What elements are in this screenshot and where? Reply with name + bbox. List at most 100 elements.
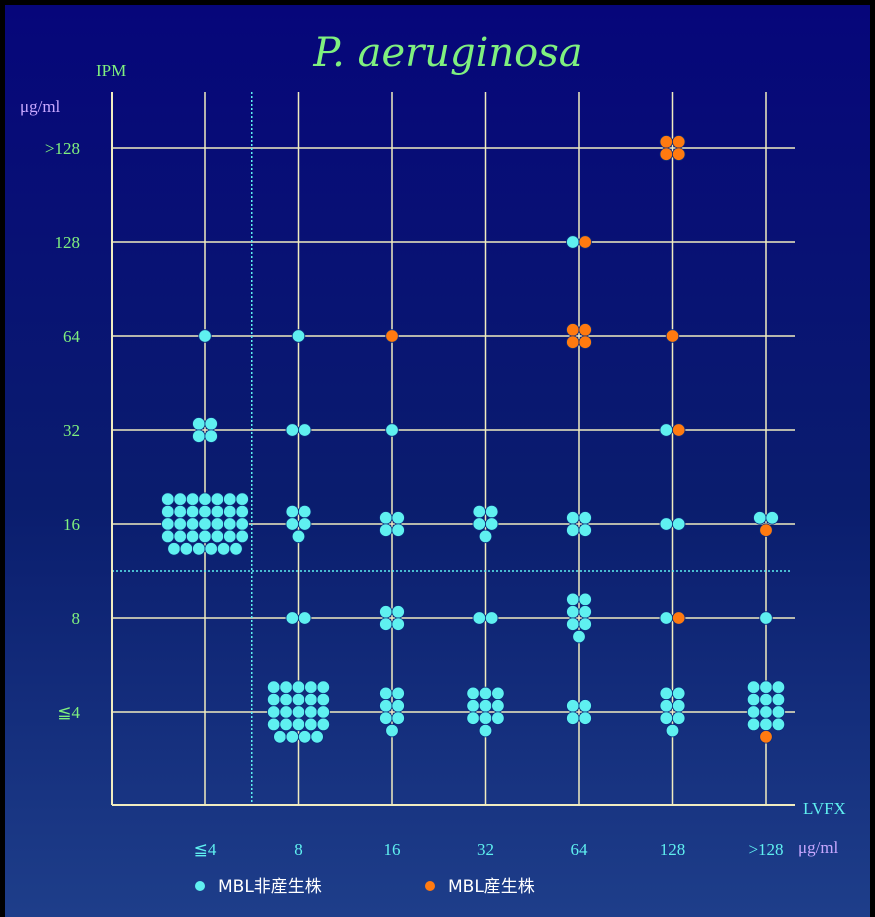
non-producer-point xyxy=(578,592,592,607)
non-producer-point xyxy=(566,592,580,607)
non-producer-point xyxy=(771,692,786,707)
non-producer-point xyxy=(298,504,312,519)
producer-point xyxy=(385,329,399,343)
non-producer-point xyxy=(659,423,674,437)
non-producer-point xyxy=(279,680,293,694)
legend-label-non-producer: MBL非産生株 xyxy=(218,877,322,897)
non-producer-point xyxy=(204,542,218,556)
non-producer-point xyxy=(291,680,306,694)
non-producer-point xyxy=(192,542,206,556)
non-producer-point xyxy=(285,730,300,744)
non-producer-point xyxy=(304,705,318,719)
non-producer-point xyxy=(485,611,499,625)
non-producer-point xyxy=(566,605,580,619)
non-producer-point xyxy=(279,692,293,707)
non-producer-point xyxy=(173,504,187,519)
non-producer-point xyxy=(659,686,674,701)
y-tick-label: 128 xyxy=(55,233,81,252)
non-producer-point xyxy=(391,523,405,537)
producer-point xyxy=(578,235,592,249)
non-producer-point xyxy=(478,529,493,544)
non-producer-point xyxy=(316,680,331,694)
producer-point xyxy=(659,147,674,161)
non-producer-point xyxy=(478,686,493,701)
non-producer-point xyxy=(771,705,786,719)
y-axis-title: IPM xyxy=(96,61,126,80)
non-producer-point xyxy=(235,492,249,506)
non-producer-point xyxy=(223,517,237,531)
non-producer-point xyxy=(173,492,187,506)
non-producer-point xyxy=(223,492,237,506)
non-producer-point xyxy=(391,605,405,619)
producer-point xyxy=(665,329,680,343)
non-producer-point xyxy=(316,705,331,719)
producer-point xyxy=(759,730,773,744)
non-producer-point xyxy=(746,680,761,694)
non-producer-point xyxy=(304,680,318,694)
slide-background xyxy=(5,5,870,917)
non-producer-point xyxy=(566,617,580,631)
producer-point xyxy=(672,611,686,625)
non-producer-point xyxy=(216,542,231,556)
non-producer-point xyxy=(472,517,487,531)
non-producer-point xyxy=(491,686,505,701)
non-producer-point xyxy=(578,617,592,631)
producer-point xyxy=(578,335,592,349)
non-producer-point xyxy=(759,705,773,719)
x-tick-label: 16 xyxy=(384,840,401,859)
non-producer-point xyxy=(578,699,592,713)
non-producer-point xyxy=(385,423,399,437)
non-producer-point xyxy=(753,511,767,525)
non-producer-point xyxy=(304,717,318,732)
producer-point xyxy=(566,323,580,337)
non-producer-point xyxy=(298,611,312,625)
legend: MBL非産生株 MBL産生株 xyxy=(195,877,535,897)
non-producer-point xyxy=(267,705,281,719)
non-producer-point xyxy=(566,699,580,713)
non-producer-point xyxy=(198,529,212,544)
y-tick-label: ≦4 xyxy=(57,703,80,722)
non-producer-point xyxy=(566,235,580,249)
non-producer-point xyxy=(578,711,592,725)
non-producer-point xyxy=(185,517,200,531)
non-producer-point xyxy=(223,529,237,544)
non-producer-point xyxy=(291,717,306,732)
non-producer-point xyxy=(759,692,773,707)
non-producer-point xyxy=(210,517,225,531)
non-producer-point xyxy=(672,686,686,701)
non-producer-point xyxy=(566,511,580,525)
y-tick-labels: ≦4 8 16 32 64 128 >128 xyxy=(45,139,81,722)
legend-marker-producer xyxy=(425,881,435,891)
non-producer-point xyxy=(279,705,293,719)
non-producer-point xyxy=(491,699,505,713)
y-tick-label: 64 xyxy=(63,327,81,346)
non-producer-point xyxy=(672,517,686,531)
non-producer-point xyxy=(273,730,287,744)
non-producer-point xyxy=(185,492,200,506)
non-producer-point xyxy=(204,417,218,431)
non-producer-point xyxy=(578,605,592,619)
non-producer-point xyxy=(759,680,773,694)
non-producer-point xyxy=(210,529,225,544)
non-producer-point xyxy=(665,723,680,738)
non-producer-point xyxy=(485,504,499,519)
non-producer-point xyxy=(267,692,281,707)
producer-point xyxy=(578,323,592,337)
non-producer-point xyxy=(173,529,187,544)
non-producer-point xyxy=(379,686,393,701)
non-producer-point xyxy=(379,699,393,713)
non-producer-point xyxy=(161,504,175,519)
non-producer-point xyxy=(161,517,175,531)
non-producer-point xyxy=(391,617,405,631)
non-producer-point xyxy=(659,611,674,625)
non-producer-point xyxy=(192,417,206,431)
non-producer-point xyxy=(472,504,487,519)
non-producer-point xyxy=(285,517,300,531)
x-tick-label: 64 xyxy=(571,840,589,859)
axes xyxy=(111,92,795,806)
non-producer-point xyxy=(765,511,779,525)
legend-marker-non-producer xyxy=(195,881,205,891)
non-producer-point xyxy=(291,329,306,343)
non-producer-point xyxy=(391,699,405,713)
